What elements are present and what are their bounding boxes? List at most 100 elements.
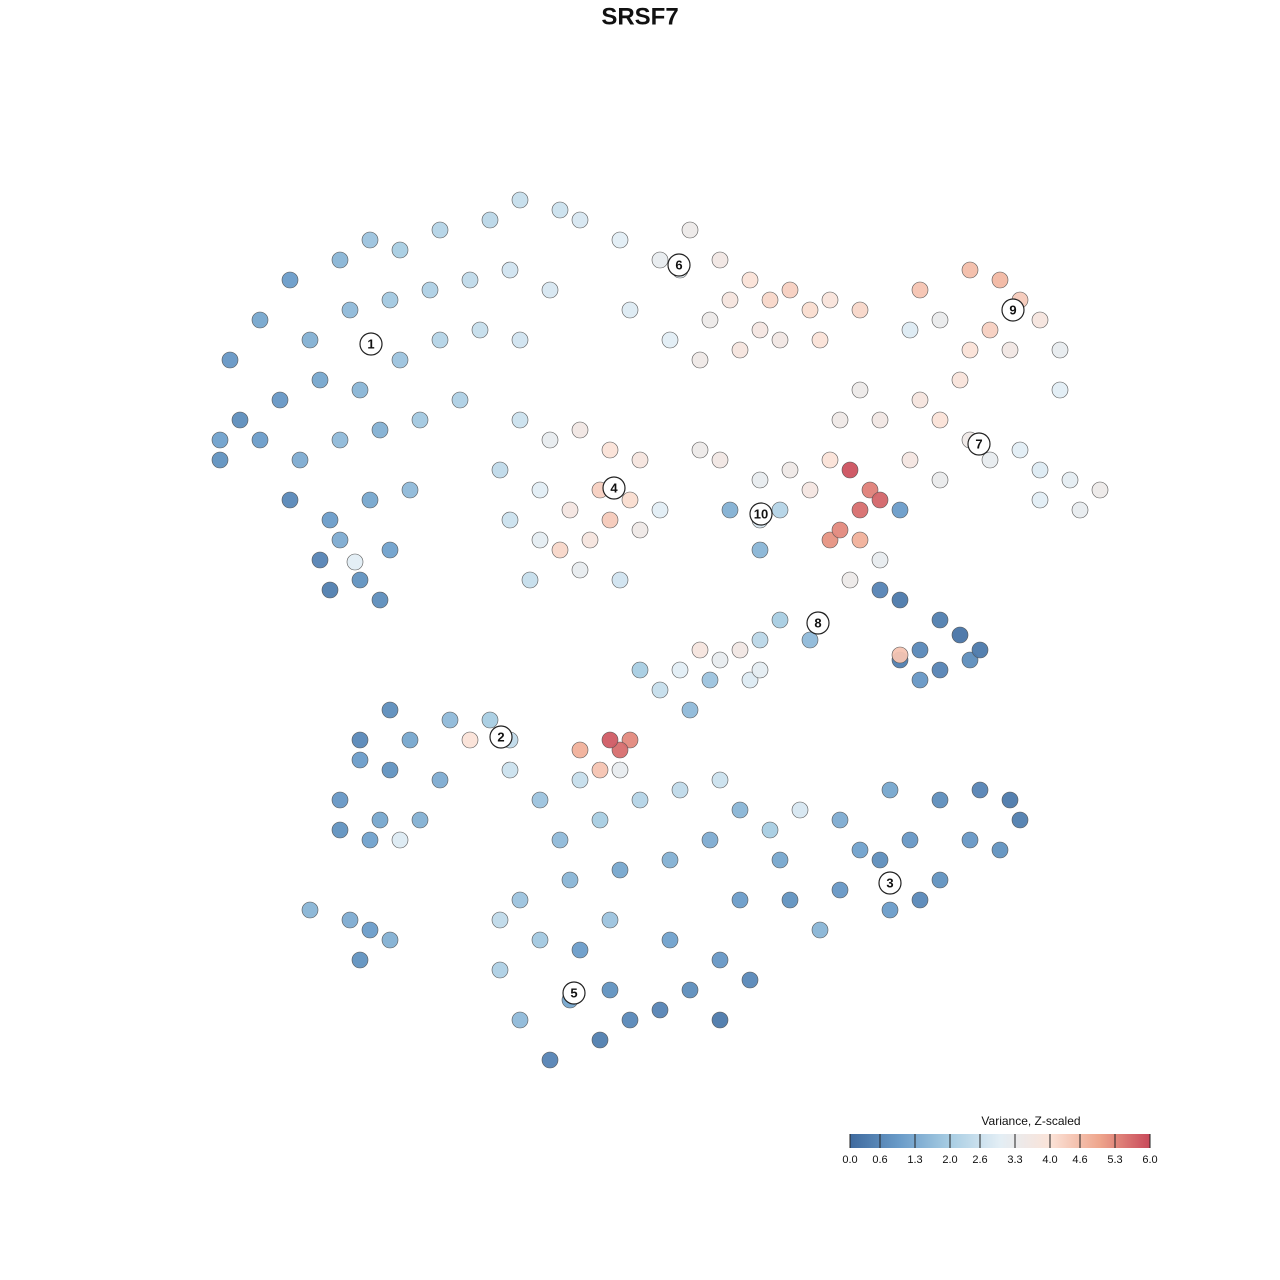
- point: [361, 831, 379, 849]
- cluster-label: 5: [570, 985, 577, 1000]
- point: [671, 661, 689, 679]
- point: [1031, 461, 1049, 479]
- point: [551, 201, 569, 219]
- point: [341, 301, 359, 319]
- point: [671, 781, 689, 799]
- cluster-badge: [562, 981, 586, 1005]
- point: [1011, 811, 1029, 829]
- cluster-label: 9: [1009, 302, 1016, 317]
- point: [631, 451, 649, 469]
- cluster-badge: [489, 725, 513, 749]
- point: [221, 351, 239, 369]
- point: [631, 791, 649, 809]
- point: [751, 631, 769, 649]
- cluster-label: 3: [886, 875, 893, 890]
- point: [651, 501, 669, 519]
- point: [851, 841, 869, 859]
- point: [1091, 481, 1109, 499]
- point: [346, 553, 364, 571]
- cluster-badge: [749, 502, 773, 526]
- point: [531, 791, 549, 809]
- point: [601, 911, 619, 929]
- point: [331, 791, 349, 809]
- point: [771, 851, 789, 869]
- point: [251, 311, 269, 329]
- point: [591, 811, 609, 829]
- point: [431, 771, 449, 789]
- point: [711, 651, 729, 669]
- point: [531, 481, 549, 499]
- point: [851, 381, 869, 399]
- point: [281, 491, 299, 509]
- point: [661, 931, 679, 949]
- point: [611, 571, 629, 589]
- point: [781, 281, 799, 299]
- point: [751, 321, 769, 339]
- point: [561, 501, 579, 519]
- point: [651, 681, 669, 699]
- point: [741, 671, 759, 689]
- point: [351, 731, 369, 749]
- point: [791, 801, 809, 819]
- point: [591, 761, 609, 779]
- point: [911, 391, 929, 409]
- point: [891, 501, 909, 519]
- point: [561, 871, 579, 889]
- point: [411, 411, 429, 429]
- point: [431, 221, 449, 239]
- point: [661, 331, 679, 349]
- point: [911, 641, 929, 659]
- point: [211, 431, 229, 449]
- point: [801, 631, 819, 649]
- point: [1001, 341, 1019, 359]
- point: [701, 311, 719, 329]
- point: [981, 451, 999, 469]
- point: [331, 431, 349, 449]
- point: [601, 981, 619, 999]
- point: [891, 591, 909, 609]
- point: [851, 531, 869, 549]
- point: [881, 781, 899, 799]
- point: [621, 491, 639, 509]
- point: [871, 851, 889, 869]
- point: [991, 271, 1009, 289]
- colorbar-gradient: [850, 1134, 1150, 1148]
- point: [831, 411, 849, 429]
- point: [491, 961, 509, 979]
- point: [231, 411, 249, 429]
- point: [741, 271, 759, 289]
- point: [981, 321, 999, 339]
- point: [651, 251, 669, 269]
- point: [571, 211, 589, 229]
- point: [681, 981, 699, 999]
- point: [841, 461, 859, 479]
- point: [381, 931, 399, 949]
- point: [851, 301, 869, 319]
- point: [931, 471, 949, 489]
- colorbar-tick-label: 0.0: [842, 1154, 857, 1166]
- point: [311, 371, 329, 389]
- point: [451, 391, 469, 409]
- point: [951, 626, 969, 644]
- cluster-label: 7: [975, 436, 982, 451]
- point: [391, 351, 409, 369]
- point: [871, 411, 889, 429]
- point: [851, 501, 869, 519]
- point: [961, 651, 979, 669]
- point: [831, 521, 849, 539]
- point: [501, 261, 519, 279]
- point: [771, 331, 789, 349]
- point: [1011, 441, 1029, 459]
- point: [541, 281, 559, 299]
- point: [901, 451, 919, 469]
- point: [631, 521, 649, 539]
- colorbar: Variance, Z-scaled 0.0 0.6 1.3 2.0 2.6 3.3 4.0…: [842, 1114, 1157, 1166]
- cluster-badge: [1001, 298, 1025, 322]
- point: [541, 431, 559, 449]
- point: [751, 541, 769, 559]
- point: [411, 811, 429, 829]
- point: [811, 331, 829, 349]
- point: [911, 671, 929, 689]
- point: [571, 421, 589, 439]
- point: [731, 341, 749, 359]
